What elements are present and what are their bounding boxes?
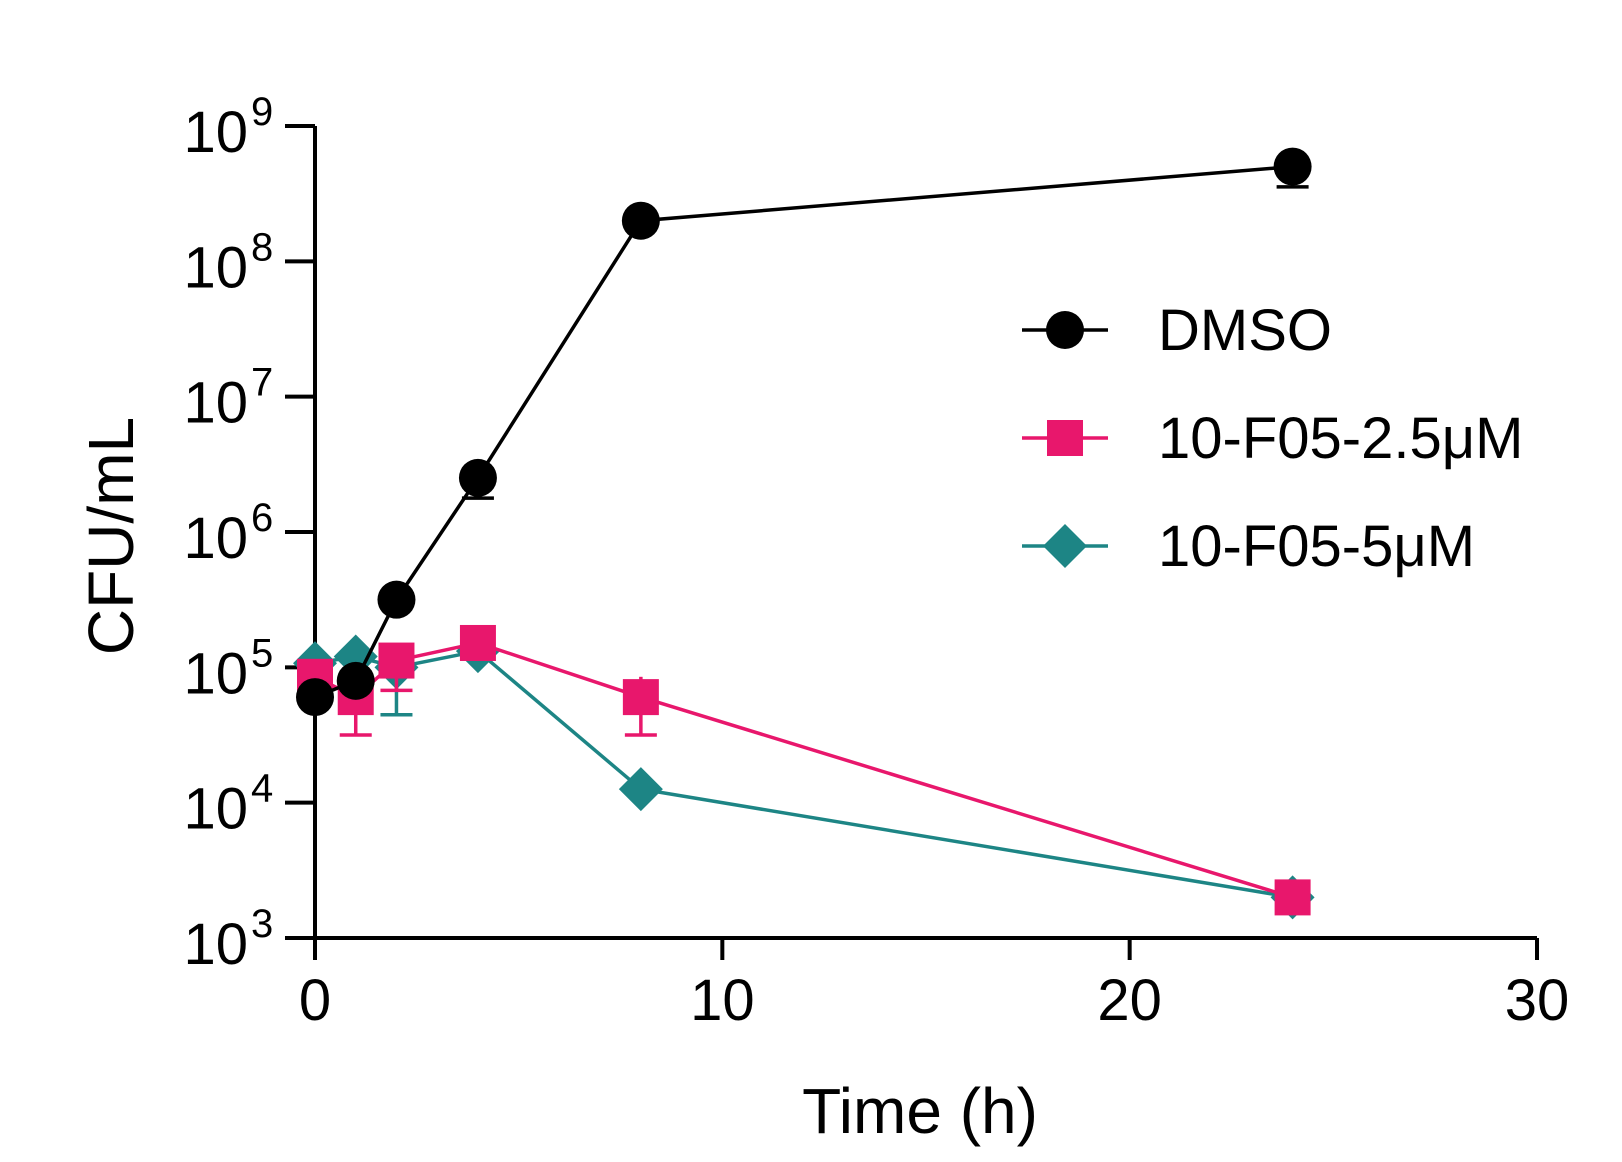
legend-marker-circle bbox=[1046, 311, 1084, 349]
data-point-square bbox=[459, 624, 496, 661]
legend-marker-diamond bbox=[1043, 524, 1087, 568]
x-tick-label: 30 bbox=[1505, 968, 1570, 1033]
y-tick-exponent: 9 bbox=[251, 90, 273, 134]
y-tick-label: 10 bbox=[183, 235, 248, 300]
data-point-circle bbox=[336, 661, 375, 700]
x-tick-label: 0 bbox=[299, 968, 331, 1033]
legend-label: 10-F05-2.5μM bbox=[1158, 406, 1523, 471]
y-axis-title: CFU/mL bbox=[75, 417, 147, 655]
y-tick-exponent: 7 bbox=[251, 361, 273, 405]
y-tick-label: 10 bbox=[183, 641, 248, 706]
legend-item: DMSO bbox=[1022, 298, 1332, 363]
x-axis-title: Time (h) bbox=[802, 1075, 1038, 1147]
data-point-circle bbox=[1273, 147, 1312, 186]
data-point-square bbox=[1274, 879, 1311, 916]
legend-label: 10-F05-5μM bbox=[1158, 514, 1475, 579]
data-point-square bbox=[378, 642, 415, 679]
series-line-circle bbox=[314, 164, 1293, 699]
data-point-circle bbox=[296, 678, 334, 717]
y-tick-exponent: 6 bbox=[251, 496, 273, 540]
y-tick-label: 10 bbox=[183, 912, 248, 977]
y-tick-label: 10 bbox=[183, 371, 248, 436]
y-tick-exponent: 3 bbox=[251, 902, 273, 946]
legend: DMSO 10-F05-2.5μM 10-F05-5μM bbox=[1022, 298, 1523, 579]
data-point-circle bbox=[458, 458, 497, 497]
y-tick-exponent: 8 bbox=[251, 225, 273, 269]
x-tick-label: 10 bbox=[690, 968, 755, 1033]
x-tick-label: 20 bbox=[1097, 968, 1162, 1033]
y-tick-label: 10 bbox=[183, 777, 248, 842]
series-line-diamond bbox=[314, 649, 1293, 900]
series-square bbox=[297, 624, 1311, 916]
series-line-square bbox=[314, 641, 1294, 900]
data-point-circle bbox=[377, 580, 416, 619]
data-point-diamond bbox=[618, 767, 663, 812]
legend-marker-square bbox=[1047, 420, 1083, 456]
legend-label: DMSO bbox=[1158, 298, 1332, 363]
data-point-circle bbox=[621, 201, 660, 240]
legend-item: 10-F05-5μM bbox=[1022, 514, 1475, 579]
y-tick-exponent: 4 bbox=[251, 767, 273, 811]
data-point-square bbox=[622, 679, 659, 716]
y-tick-label: 10 bbox=[183, 506, 248, 571]
series-group bbox=[293, 147, 1315, 920]
series-diamond bbox=[293, 629, 1315, 920]
y-tick-label: 10 bbox=[183, 100, 248, 165]
y-tick-exponent: 5 bbox=[251, 631, 273, 675]
legend-item: 10-F05-2.5μM bbox=[1022, 406, 1523, 471]
series-circle bbox=[296, 147, 1312, 717]
